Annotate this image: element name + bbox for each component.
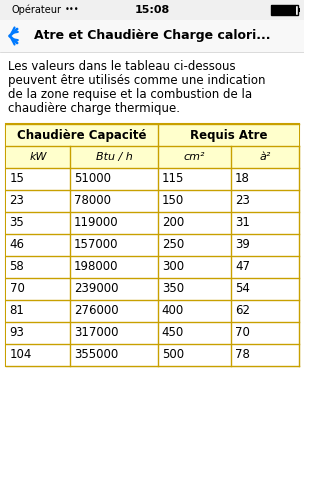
Text: 300: 300 (162, 261, 184, 274)
Text: 200: 200 (162, 216, 184, 229)
Text: Chaudière Capacité: Chaudière Capacité (17, 129, 147, 142)
Text: Btu / h: Btu / h (96, 152, 132, 162)
Text: de la zone requise et la combustion de la: de la zone requise et la combustion de l… (8, 88, 252, 101)
Text: 23: 23 (10, 194, 24, 207)
Text: 78: 78 (235, 348, 250, 361)
Bar (6, 124, 299, 366)
Text: 54: 54 (235, 283, 250, 296)
Text: 51000: 51000 (74, 172, 111, 185)
Text: 239000: 239000 (74, 283, 118, 296)
Bar (0, 0, 304, 20)
Bar (6, 212, 299, 234)
Text: chaudière charge thermique.: chaudière charge thermique. (8, 102, 180, 115)
Text: peuvent être utilisés comme une indication: peuvent être utilisés comme une indicati… (8, 74, 265, 87)
Text: 35: 35 (10, 216, 24, 229)
Bar (6, 256, 299, 278)
Text: 276000: 276000 (74, 304, 119, 317)
Text: 93: 93 (10, 326, 24, 339)
Bar (6, 300, 299, 322)
Bar (6, 146, 299, 168)
Bar (6, 168, 299, 190)
Bar (6, 234, 299, 256)
Text: 70: 70 (235, 326, 250, 339)
Text: 355000: 355000 (74, 348, 118, 361)
Bar (298, 8, 300, 12)
Text: 39: 39 (235, 239, 250, 252)
Text: 104: 104 (10, 348, 32, 361)
Bar (6, 190, 299, 212)
Text: 81: 81 (10, 304, 24, 317)
Text: 400: 400 (162, 304, 184, 317)
Text: 78000: 78000 (74, 194, 111, 207)
Bar (271, 5, 298, 15)
Text: 70: 70 (10, 283, 24, 296)
Text: 198000: 198000 (74, 261, 118, 274)
Text: 18: 18 (235, 172, 250, 185)
Text: Requis Atre: Requis Atre (189, 129, 267, 142)
Text: 150: 150 (162, 194, 184, 207)
Bar (0, 20, 304, 52)
Text: Opérateur: Opérateur (12, 5, 61, 15)
Bar (6, 124, 299, 146)
Text: 46: 46 (10, 239, 25, 252)
Text: 58: 58 (10, 261, 24, 274)
Text: à²: à² (259, 152, 271, 162)
Text: kW: kW (29, 152, 47, 162)
Bar (271, 5, 296, 15)
Text: 350: 350 (162, 283, 184, 296)
Text: 23: 23 (235, 194, 250, 207)
Bar (6, 322, 299, 344)
Bar (6, 278, 299, 300)
Text: 317000: 317000 (74, 326, 118, 339)
Text: 500: 500 (162, 348, 184, 361)
Text: 115: 115 (162, 172, 184, 185)
Text: cm²: cm² (184, 152, 205, 162)
Text: 119000: 119000 (74, 216, 119, 229)
Text: 250: 250 (162, 239, 184, 252)
Text: 31: 31 (235, 216, 250, 229)
Text: 47: 47 (235, 261, 250, 274)
Text: 62: 62 (235, 304, 250, 317)
Text: 15: 15 (10, 172, 24, 185)
Text: Atre et Chaudière Charge calori...: Atre et Chaudière Charge calori... (34, 29, 270, 43)
Bar (6, 344, 299, 366)
Text: 15:08: 15:08 (134, 5, 170, 15)
Text: 157000: 157000 (74, 239, 118, 252)
Text: 450: 450 (162, 326, 184, 339)
Text: Les valeurs dans le tableau ci-dessous: Les valeurs dans le tableau ci-dessous (8, 60, 235, 73)
Text: •••: ••• (65, 5, 79, 14)
